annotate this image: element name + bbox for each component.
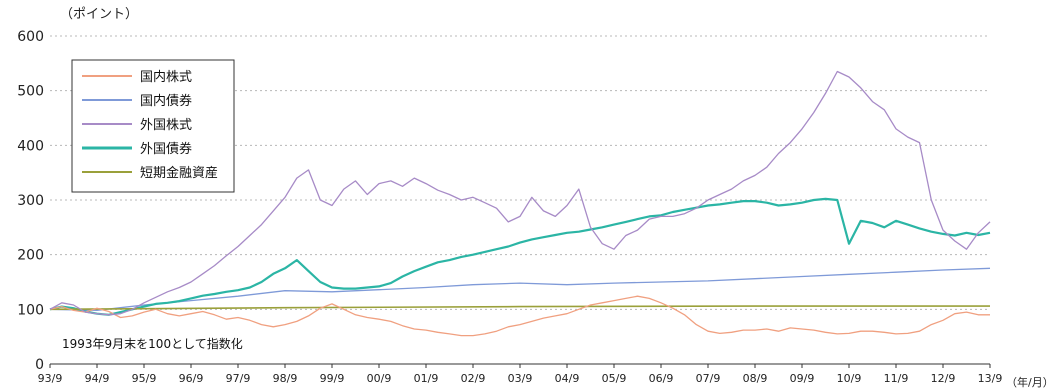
x-tick-label: 98/9	[273, 372, 298, 385]
axes: 0 100 200 300 400 500 600 93/9 94/9 95/9 96/9 97/9 9…	[17, 29, 1002, 385]
series-lines	[49, 70, 991, 337]
x-tick-label: 06/9	[649, 372, 674, 385]
y-tick-label: 300	[17, 193, 44, 209]
series-line-0	[49, 295, 990, 337]
x-tick-label: 10/9	[837, 372, 862, 385]
x-tick-label: 97/9	[226, 372, 251, 385]
x-tick-label: 00/9	[367, 372, 392, 385]
y-tick-label: 100	[17, 302, 44, 318]
y-axis-label: （ポイント）	[60, 7, 138, 22]
x-tick-label: 96/9	[179, 372, 204, 385]
chart-note: 1993年9月末を100として指数化	[62, 336, 243, 351]
x-tick-label: 09/9	[790, 372, 815, 385]
legend-box	[71, 59, 235, 193]
x-tick-label: 94/9	[85, 372, 110, 385]
y-tick-label: 400	[17, 138, 44, 154]
x-tick-label: 99/9	[320, 372, 345, 385]
x-tick-label: 07/9	[696, 372, 721, 385]
x-tick-label: 03/9	[508, 372, 533, 385]
x-tick-label: 93/9	[38, 372, 63, 385]
series-line-3	[49, 197, 991, 316]
x-tick-label: 95/9	[132, 372, 157, 385]
x-tick-label: 08/9	[743, 372, 768, 385]
y-tick-label: 0	[35, 357, 44, 373]
y-tick-label: 600	[17, 29, 44, 45]
legend-label: 短期金融資産	[140, 165, 218, 181]
x-tick-label: 01/9	[414, 372, 439, 385]
x-tick-label: 02/9	[461, 372, 486, 385]
legend-label: 国内株式	[140, 69, 192, 85]
x-axis-unit: （年/月）	[1006, 375, 1054, 389]
x-tick-label: 11/9	[884, 372, 909, 385]
x-tick-label: 04/9	[555, 372, 580, 385]
series-line-1	[49, 267, 991, 312]
series-line-2	[49, 70, 991, 316]
series-line-4	[49, 305, 990, 311]
y-tick-label: 500	[17, 84, 44, 100]
legend-label: 外国債券	[140, 141, 192, 157]
x-tick-label: 05/9	[602, 372, 627, 385]
x-tick-label: 12/9	[931, 372, 956, 385]
y-tick-label: 200	[17, 248, 44, 264]
legend-label: 国内債券	[140, 93, 192, 109]
legend-label: 外国株式	[140, 118, 192, 133]
x-tick-label: 13/9	[978, 372, 1003, 385]
